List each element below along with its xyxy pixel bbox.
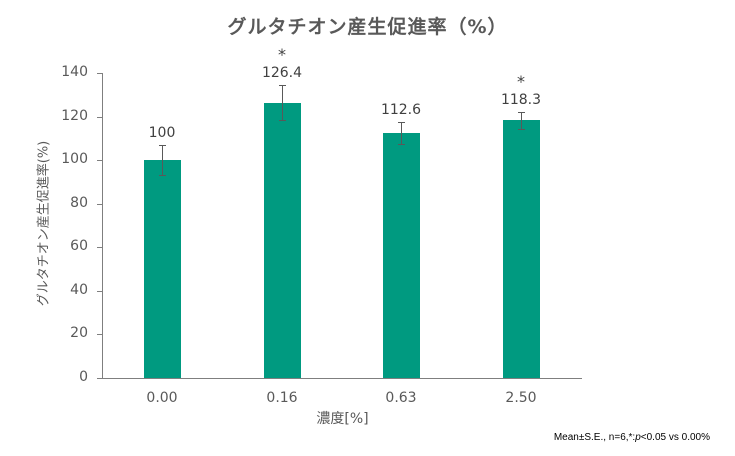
y-tick-mark [97, 247, 102, 249]
y-tick-label: 40 [70, 281, 88, 298]
x-tick-label: 0.16 [266, 390, 298, 406]
x-tick-label: 2.50 [505, 390, 537, 406]
error-bar-cap [518, 111, 525, 113]
error-bar-cap [279, 120, 286, 122]
data-label: 126.4 [261, 65, 303, 82]
x-tick-label: 0.63 [385, 390, 417, 406]
bar [383, 132, 420, 378]
data-label: 100 [148, 124, 176, 141]
statistics-note: Mean±S.E., n=6,*:p<0.05 vs 0.00% [553, 432, 710, 443]
y-tick-label: 100 [61, 151, 88, 168]
y-tick-mark [97, 73, 102, 74]
y-tick-label: 80 [70, 194, 88, 211]
data-label: 118.3 [500, 91, 542, 108]
bar [264, 102, 301, 378]
error-bar [521, 111, 522, 129]
error-bar [162, 144, 163, 176]
data-label: 112.6 [380, 101, 422, 118]
y-tick-label: 140 [61, 64, 88, 80]
y-tick-mark [97, 160, 102, 162]
y-tick-mark [97, 378, 102, 379]
y-tick-label: 60 [70, 238, 88, 255]
bar [503, 120, 540, 378]
y-axis-line [102, 73, 103, 379]
y-tick-mark [97, 203, 102, 205]
error-bar-cap [159, 144, 166, 146]
y-tick-label: 0 [79, 369, 88, 385]
error-bar [282, 85, 283, 121]
y-tick-label: 20 [70, 325, 88, 342]
chart-title: グルタチオン産生促進率（%） [227, 16, 508, 38]
x-axis-line [102, 378, 582, 379]
x-axis-label: 濃度[%] [316, 411, 369, 427]
significance-marker: * [517, 71, 525, 91]
significance-marker: * [278, 45, 286, 65]
error-bar-cap [398, 121, 405, 123]
y-tick-mark [97, 334, 102, 336]
y-axis-label: グルタチオン産生促進率(%) [36, 140, 52, 307]
y-tick-label: 120 [61, 107, 88, 124]
y-tick-mark [97, 116, 102, 118]
error-bar-cap [518, 128, 525, 130]
bar [144, 160, 181, 378]
error-bar-cap [398, 143, 405, 145]
x-tick-label: 0.00 [146, 390, 178, 406]
y-tick-mark [97, 290, 102, 292]
error-bar-cap [159, 175, 166, 177]
error-bar-cap [279, 85, 286, 87]
error-bar [401, 121, 402, 144]
